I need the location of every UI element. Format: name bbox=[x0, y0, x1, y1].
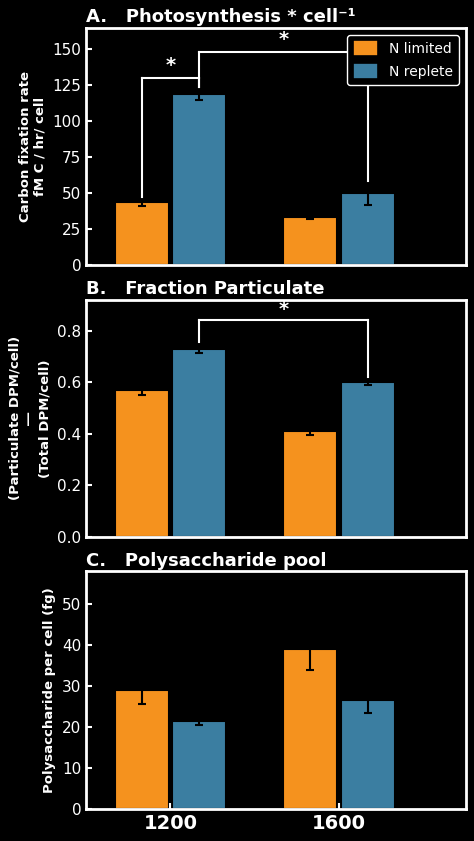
Text: C.   Polysaccharide pool: C. Polysaccharide pool bbox=[86, 552, 327, 569]
Y-axis label: Carbon fixation rate
fM C / hr/ cell: Carbon fixation rate fM C / hr/ cell bbox=[18, 71, 47, 222]
Bar bbox=[115, 202, 169, 266]
Bar bbox=[283, 216, 337, 266]
Bar bbox=[283, 431, 337, 537]
Text: *: * bbox=[165, 56, 175, 76]
Y-axis label: Polysaccharide per cell (fg): Polysaccharide per cell (fg) bbox=[43, 587, 56, 793]
Text: A.   Photosynthesis * cell⁻¹: A. Photosynthesis * cell⁻¹ bbox=[86, 8, 355, 26]
Bar bbox=[283, 649, 337, 809]
Y-axis label: (Particulate DPM/cell)
―
(Total DPM/cell): (Particulate DPM/cell) ― (Total DPM/cell… bbox=[9, 336, 51, 500]
Bar bbox=[172, 721, 226, 809]
Text: *: * bbox=[278, 300, 289, 319]
Legend: N limited, N replete: N limited, N replete bbox=[347, 34, 459, 85]
Bar bbox=[115, 390, 169, 537]
Bar bbox=[341, 193, 395, 266]
Bar bbox=[172, 349, 226, 537]
Bar bbox=[341, 382, 395, 537]
Text: *: * bbox=[278, 30, 289, 50]
Bar bbox=[115, 690, 169, 809]
Bar bbox=[341, 701, 395, 809]
Bar bbox=[172, 94, 226, 266]
Text: B.   Fraction Particulate: B. Fraction Particulate bbox=[86, 280, 325, 298]
